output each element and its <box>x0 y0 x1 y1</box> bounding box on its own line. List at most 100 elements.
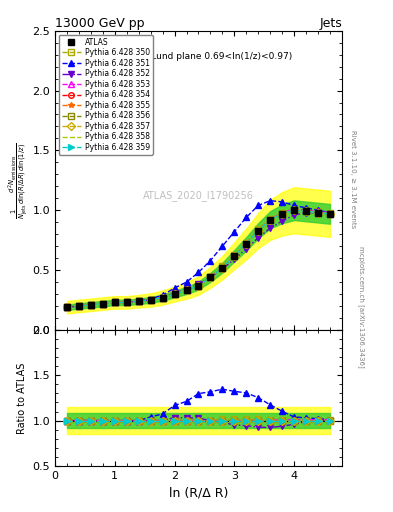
ATLAS <box>232 252 237 259</box>
Pythia 6.428 350 <box>244 240 249 246</box>
Pythia 6.428 356 <box>268 217 273 223</box>
Pythia 6.428 359 <box>101 301 105 307</box>
Pythia 6.428 355 <box>64 304 69 310</box>
Line: Pythia 6.428 357: Pythia 6.428 357 <box>64 207 333 310</box>
Pythia 6.428 357 <box>328 211 332 217</box>
Pythia 6.428 354 <box>160 294 165 301</box>
Pythia 6.428 355 <box>304 208 309 215</box>
Pythia 6.428 353 <box>88 302 93 308</box>
Pythia 6.428 354 <box>101 301 105 307</box>
Pythia 6.428 359 <box>220 265 225 271</box>
Pythia 6.428 355 <box>268 217 273 223</box>
Pythia 6.428 359 <box>280 211 285 217</box>
Pythia 6.428 352 <box>148 297 153 303</box>
Pythia 6.428 354 <box>196 283 201 289</box>
Pythia 6.428 354 <box>316 209 320 216</box>
ATLAS <box>196 283 201 289</box>
Pythia 6.428 353 <box>77 303 81 309</box>
ATLAS <box>125 300 129 306</box>
Pythia 6.428 354 <box>256 227 261 233</box>
Pythia 6.428 355 <box>256 227 261 233</box>
Pythia 6.428 357 <box>172 291 177 297</box>
Pythia 6.428 351 <box>77 303 81 309</box>
Pythia 6.428 352 <box>77 303 81 309</box>
Pythia 6.428 357 <box>136 298 141 304</box>
Pythia 6.428 351 <box>88 302 93 308</box>
ATLAS <box>316 209 320 216</box>
Pythia 6.428 352 <box>125 300 129 306</box>
Pythia 6.428 359 <box>136 298 141 304</box>
Pythia 6.428 353 <box>244 241 249 247</box>
ATLAS <box>292 207 296 214</box>
Pythia 6.428 356 <box>184 287 189 293</box>
Line: Pythia 6.428 351: Pythia 6.428 351 <box>64 198 333 310</box>
Pythia 6.428 355 <box>244 241 249 247</box>
Pythia 6.428 358 <box>232 252 237 259</box>
Pythia 6.428 354 <box>208 274 213 281</box>
Pythia 6.428 353 <box>112 300 117 306</box>
Pythia 6.428 353 <box>268 217 273 223</box>
Pythia 6.428 354 <box>64 304 69 310</box>
Pythia 6.428 350 <box>136 298 141 304</box>
Pythia 6.428 358 <box>292 207 296 214</box>
Pythia 6.428 352 <box>172 290 177 296</box>
Pythia 6.428 358 <box>220 265 225 271</box>
Pythia 6.428 352 <box>328 211 332 217</box>
Pythia 6.428 357 <box>64 304 69 310</box>
Pythia 6.428 355 <box>220 265 225 271</box>
Line: Pythia 6.428 350: Pythia 6.428 350 <box>64 206 333 310</box>
Pythia 6.428 356 <box>125 300 129 306</box>
Pythia 6.428 359 <box>316 209 320 216</box>
Pythia 6.428 354 <box>88 302 93 308</box>
ATLAS <box>112 300 117 306</box>
Pythia 6.428 357 <box>77 303 81 309</box>
Pythia 6.428 351 <box>196 269 201 275</box>
ATLAS <box>244 241 249 247</box>
Line: ATLAS: ATLAS <box>64 207 333 310</box>
Pythia 6.428 354 <box>304 208 309 215</box>
Pythia 6.428 358 <box>280 211 285 217</box>
Pythia 6.428 359 <box>64 304 69 310</box>
Pythia 6.428 353 <box>316 208 320 215</box>
Pythia 6.428 357 <box>184 287 189 293</box>
ATLAS <box>280 211 285 217</box>
Pythia 6.428 358 <box>328 211 332 217</box>
ATLAS <box>268 217 273 223</box>
Pythia 6.428 353 <box>64 304 69 310</box>
Pythia 6.428 357 <box>112 300 117 306</box>
Pythia 6.428 350 <box>328 209 332 216</box>
Pythia 6.428 355 <box>88 302 93 308</box>
Pythia 6.428 359 <box>77 303 81 309</box>
ATLAS <box>184 287 189 293</box>
Pythia 6.428 352 <box>196 282 201 288</box>
Pythia 6.428 354 <box>244 241 249 247</box>
Pythia 6.428 350 <box>125 300 129 306</box>
Pythia 6.428 351 <box>136 298 141 304</box>
Pythia 6.428 358 <box>208 274 213 281</box>
Pythia 6.428 353 <box>280 209 285 216</box>
Pythia 6.428 351 <box>64 304 69 310</box>
Pythia 6.428 355 <box>112 300 117 306</box>
Pythia 6.428 357 <box>220 265 225 271</box>
Pythia 6.428 355 <box>208 274 213 281</box>
Pythia 6.428 356 <box>208 274 213 281</box>
Pythia 6.428 356 <box>148 297 153 303</box>
Pythia 6.428 353 <box>196 283 201 289</box>
Pythia 6.428 358 <box>172 291 177 297</box>
Pythia 6.428 355 <box>184 287 189 293</box>
Pythia 6.428 358 <box>88 302 93 308</box>
Pythia 6.428 352 <box>292 212 296 218</box>
Pythia 6.428 359 <box>232 252 237 259</box>
ATLAS <box>101 301 105 307</box>
ATLAS <box>328 211 332 217</box>
ATLAS <box>220 265 225 271</box>
Pythia 6.428 357 <box>304 208 309 215</box>
Pythia 6.428 358 <box>160 294 165 301</box>
Pythia 6.428 357 <box>292 207 296 214</box>
Pythia 6.428 357 <box>268 217 273 223</box>
Pythia 6.428 357 <box>280 211 285 217</box>
Pythia 6.428 356 <box>101 301 105 307</box>
Line: Pythia 6.428 359: Pythia 6.428 359 <box>64 207 333 310</box>
Pythia 6.428 357 <box>316 209 320 216</box>
Pythia 6.428 352 <box>208 274 213 281</box>
